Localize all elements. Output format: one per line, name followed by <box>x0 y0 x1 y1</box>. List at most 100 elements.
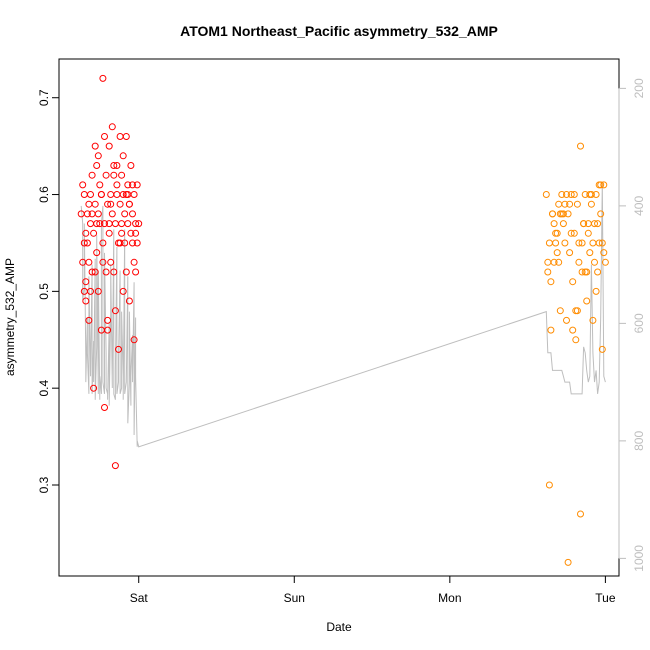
data-point-series-2 <box>577 142 584 150</box>
data-point-series-1 <box>119 191 127 198</box>
data-point-series-1 <box>94 152 102 160</box>
data-point-series-1 <box>130 336 138 344</box>
data-point-series-1 <box>104 316 112 324</box>
data-point-series-1 <box>129 239 136 247</box>
data-point-series-1 <box>90 229 98 237</box>
data-point-series-1 <box>99 258 107 266</box>
data-point-series-1 <box>82 297 90 305</box>
data-point-series-1 <box>105 229 113 237</box>
data-point-series-1 <box>97 191 105 198</box>
data-point-series-1 <box>133 181 141 189</box>
data-point-series-2 <box>580 220 588 228</box>
data-point-series-2 <box>591 258 598 266</box>
data-point-series-2 <box>597 181 605 189</box>
data-point-series-2 <box>545 481 553 489</box>
data-point-series-1 <box>113 191 121 198</box>
data-point-series-1 <box>124 220 132 228</box>
plot-frame <box>58 58 620 577</box>
data-point-series-1 <box>85 316 93 324</box>
data-point-series-2 <box>575 239 583 247</box>
y-tick-label: 0.3 <box>37 476 51 493</box>
data-point-series-1 <box>88 210 96 218</box>
data-point-series-1 <box>102 171 110 179</box>
data-point-series-1 <box>119 287 127 295</box>
data-point-series-1 <box>94 287 102 295</box>
data-point-series-1 <box>82 278 90 286</box>
data-point-series-1 <box>116 133 124 140</box>
data-point-series-2 <box>563 316 570 324</box>
data-point-series-1 <box>87 220 94 228</box>
data-point-series-2 <box>578 239 586 247</box>
y-axis-label: asymmetry_532_AMP <box>3 258 17 376</box>
data-point-series-1 <box>104 200 112 208</box>
data-point-series-2 <box>559 210 567 218</box>
data-point-series-1 <box>129 210 136 218</box>
data-point-series-1 <box>111 462 119 470</box>
y-tick-label: 0.5 <box>37 283 51 300</box>
data-point-series-2 <box>547 326 555 334</box>
data-point-series-2 <box>567 191 575 198</box>
data-point-series-2 <box>592 287 600 295</box>
data-point-series-1 <box>91 142 99 150</box>
data-point-series-2 <box>555 258 563 266</box>
data-point-series-2 <box>601 258 609 266</box>
data-point-series-1 <box>108 210 116 218</box>
data-point-series-1 <box>124 191 132 198</box>
data-points-layer <box>77 74 609 566</box>
data-point-series-1 <box>96 220 104 228</box>
data-point-series-2 <box>577 510 584 518</box>
data-point-series-2 <box>549 210 556 218</box>
data-point-series-1 <box>110 162 118 169</box>
data-point-series-1 <box>121 210 129 218</box>
data-point-series-2 <box>564 558 572 566</box>
x-axis-label: Date <box>326 620 352 634</box>
x-tick-label: Sat <box>130 591 149 605</box>
data-point-series-2 <box>573 200 581 208</box>
data-point-series-2 <box>556 210 564 218</box>
data-point-series-2 <box>581 268 589 276</box>
data-point-series-2 <box>598 345 606 353</box>
data-point-series-2 <box>547 278 555 286</box>
data-point-series-2 <box>544 258 552 266</box>
data-point-series-1 <box>107 200 115 208</box>
y-axis: 0.3 0.4 0.5 0.6 0.7 <box>37 89 60 493</box>
data-point-series-2 <box>566 249 574 257</box>
data-point-series-2 <box>566 200 574 208</box>
data-point-series-2 <box>542 191 550 198</box>
data-point-series-1 <box>122 133 130 140</box>
data-point-series-1 <box>87 191 94 198</box>
data-point-series-1 <box>99 239 107 247</box>
data-point-series-1 <box>80 191 88 198</box>
data-point-series-1 <box>132 220 140 228</box>
data-point-series-2 <box>558 191 566 198</box>
y2-tick-label: 400 <box>632 196 646 216</box>
data-point-series-1 <box>132 229 140 237</box>
data-point-series-1 <box>99 74 107 82</box>
data-point-series-2 <box>550 220 558 228</box>
data-point-series-2 <box>553 229 561 237</box>
data-point-series-2 <box>569 326 577 334</box>
data-point-series-1 <box>94 210 102 218</box>
data-point-series-2 <box>589 316 597 324</box>
data-point-series-2 <box>587 200 595 208</box>
data-point-series-1 <box>111 307 119 315</box>
y2-tick-label: 1000 <box>632 545 646 572</box>
data-point-series-1 <box>102 268 110 276</box>
data-point-series-1 <box>121 239 129 247</box>
data-point-series-2 <box>570 229 578 237</box>
data-point-series-1 <box>107 258 115 266</box>
data-point-series-1 <box>110 171 118 179</box>
data-point-series-1 <box>125 297 133 305</box>
data-point-series-1 <box>93 249 101 257</box>
data-point-series-2 <box>552 239 560 247</box>
y2-tick-label: 200 <box>632 78 646 98</box>
data-point-series-1 <box>118 229 126 237</box>
data-point-series-1 <box>111 220 119 228</box>
y-tick-label: 0.6 <box>37 186 51 203</box>
y-tick-label: 0.4 <box>37 380 51 397</box>
x-tick-label: Mon <box>438 591 461 605</box>
data-point-series-2 <box>594 220 602 228</box>
data-point-series-1 <box>133 239 141 247</box>
data-point-series-1 <box>130 191 138 198</box>
